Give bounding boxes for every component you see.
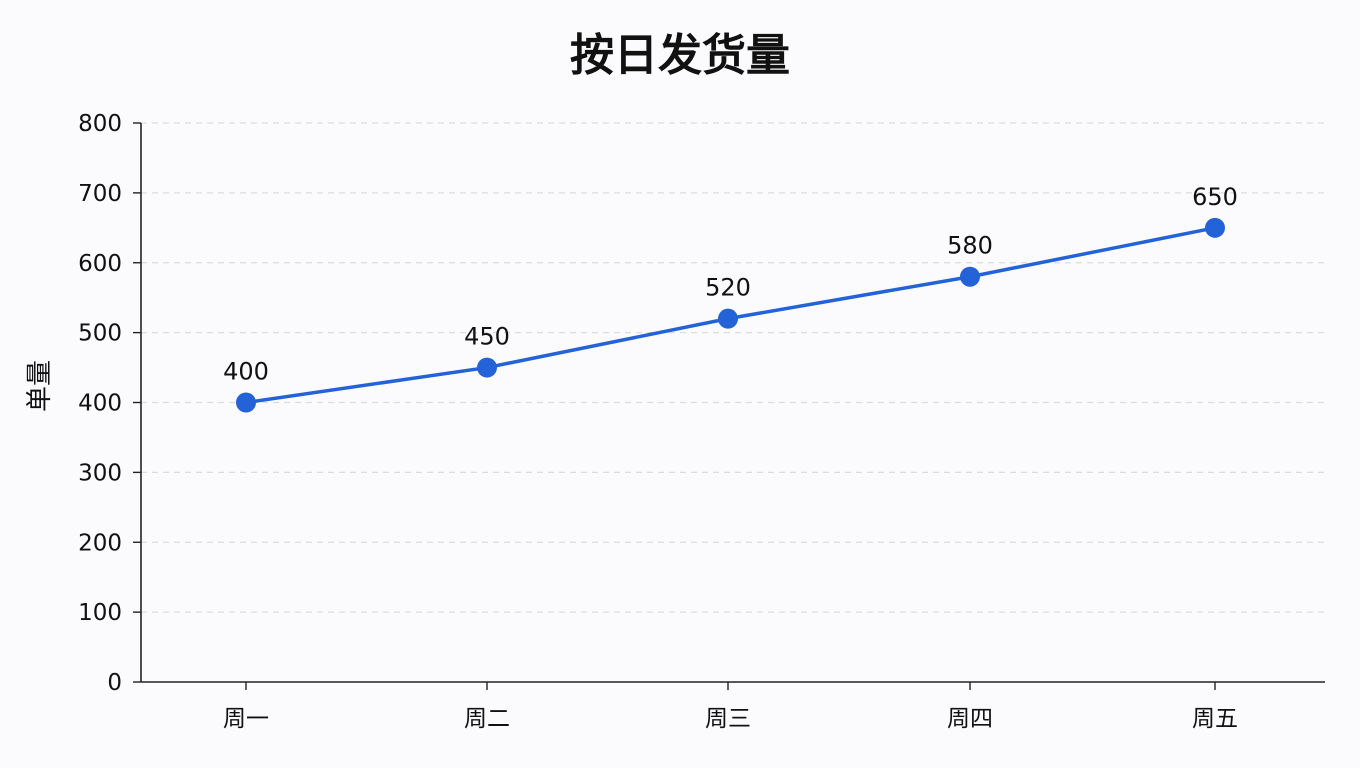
data-label: 580 bbox=[947, 232, 993, 260]
data-point bbox=[960, 266, 980, 287]
data-label: 650 bbox=[1192, 183, 1238, 211]
data-label: 400 bbox=[223, 358, 269, 386]
y-tick-label: 800 bbox=[78, 111, 122, 137]
y-tick-label: 700 bbox=[78, 181, 122, 207]
x-ticks: 周一 周二 周三 周四 周五 bbox=[223, 682, 1238, 732]
data-point bbox=[236, 392, 256, 413]
y-axis-label: 单量 bbox=[25, 360, 55, 412]
data-label: 450 bbox=[464, 323, 510, 351]
data-point bbox=[718, 308, 738, 329]
x-tick-label: 周四 bbox=[947, 706, 993, 732]
y-tick-label: 100 bbox=[78, 600, 122, 626]
y-tick-label: 400 bbox=[78, 391, 122, 417]
y-ticks: 0 100 200 300 400 500 600 700 800 bbox=[78, 111, 141, 696]
chart-title: 按日发货量 bbox=[570, 30, 790, 81]
y-tick-label: 200 bbox=[78, 530, 122, 556]
data-point bbox=[1205, 217, 1225, 238]
data-point bbox=[477, 357, 497, 378]
data-label: 520 bbox=[705, 274, 751, 302]
x-tick-label: 周二 bbox=[464, 706, 510, 732]
x-tick-label: 周一 bbox=[223, 706, 269, 732]
gridlines bbox=[141, 122, 1325, 613]
x-tick-label: 周三 bbox=[705, 706, 751, 732]
series: 400 450 520 580 650 bbox=[223, 183, 1238, 413]
y-tick-label: 300 bbox=[78, 460, 122, 486]
y-tick-label: 0 bbox=[107, 670, 122, 696]
x-tick-label: 周五 bbox=[1192, 706, 1238, 732]
y-tick-label: 500 bbox=[78, 321, 122, 347]
y-tick-label: 600 bbox=[78, 251, 122, 277]
